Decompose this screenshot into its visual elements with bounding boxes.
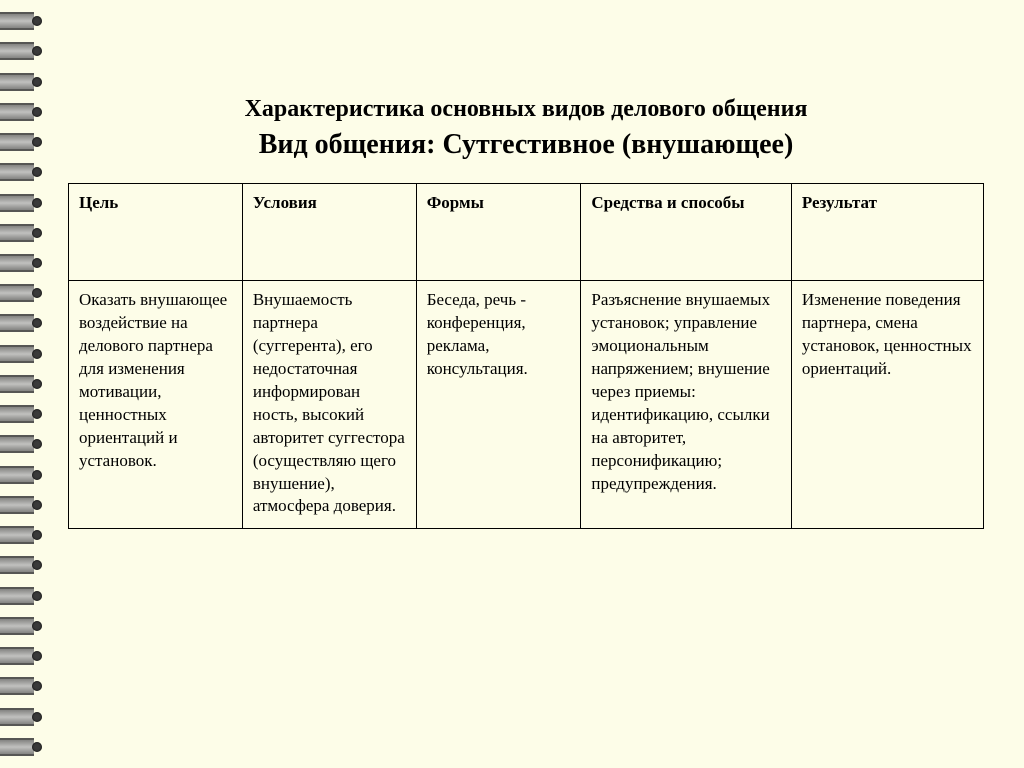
slide-content: Характеристика основных видов делового о…	[68, 96, 984, 529]
characteristics-table: Цель Условия Формы Средства и способы Ре…	[68, 183, 984, 529]
spiral-ring	[0, 103, 44, 121]
spiral-ring	[0, 587, 44, 605]
spiral-ring	[0, 677, 44, 695]
spiral-ring	[0, 314, 44, 332]
slide-page: Характеристика основных видов делового о…	[0, 0, 1024, 768]
table-cell: Беседа, речь - конференция, реклама, кон…	[416, 281, 581, 529]
spiral-ring	[0, 73, 44, 91]
table-cell: Внушаемость партнера (суггерента), его н…	[242, 281, 416, 529]
spiral-ring	[0, 12, 44, 30]
spiral-ring	[0, 42, 44, 60]
spiral-ring	[0, 526, 44, 544]
col-header: Формы	[416, 184, 581, 281]
spiral-binding	[0, 0, 44, 768]
slide-subtitle: Вид общения: Сутгестивное (внушающее)	[68, 129, 984, 161]
table-cell: Изменение поведения партнера, смена уста…	[791, 281, 983, 529]
col-header: Цель	[69, 184, 243, 281]
spiral-ring	[0, 345, 44, 363]
spiral-ring	[0, 284, 44, 302]
spiral-ring	[0, 224, 44, 242]
spiral-ring	[0, 133, 44, 151]
slide-title: Характеристика основных видов делового о…	[68, 96, 984, 123]
table-row: Оказать внушающее воздействие на деловог…	[69, 281, 984, 529]
col-header: Результат	[791, 184, 983, 281]
spiral-ring	[0, 163, 44, 181]
spiral-ring	[0, 194, 44, 212]
spiral-ring	[0, 254, 44, 272]
table-cell: Оказать внушающее воздействие на деловог…	[69, 281, 243, 529]
spiral-ring	[0, 496, 44, 514]
spiral-ring	[0, 556, 44, 574]
spiral-ring	[0, 435, 44, 453]
spiral-ring	[0, 647, 44, 665]
table-header-row: Цель Условия Формы Средства и способы Ре…	[69, 184, 984, 281]
spiral-ring	[0, 466, 44, 484]
table-cell: Разъяснение внушаемых установок; управле…	[581, 281, 791, 529]
col-header: Условия	[242, 184, 416, 281]
spiral-ring	[0, 738, 44, 756]
col-header: Средства и способы	[581, 184, 791, 281]
spiral-ring	[0, 708, 44, 726]
spiral-ring	[0, 405, 44, 423]
spiral-ring	[0, 375, 44, 393]
spiral-ring	[0, 617, 44, 635]
